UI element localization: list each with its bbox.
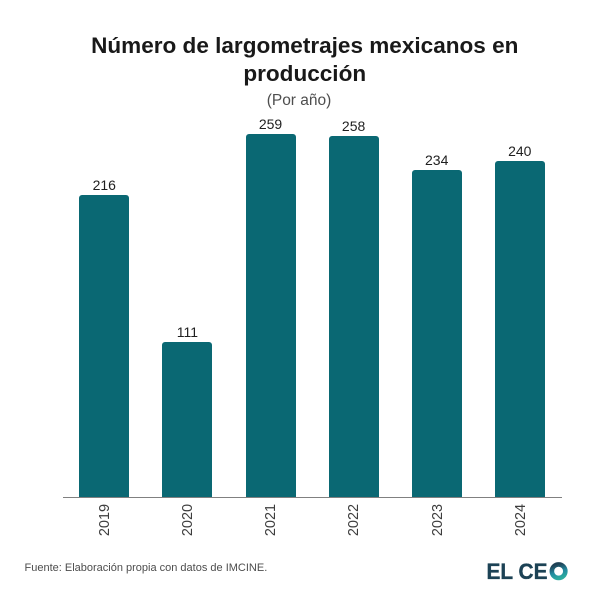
svg-text:EL CE: EL CE [487, 559, 548, 584]
